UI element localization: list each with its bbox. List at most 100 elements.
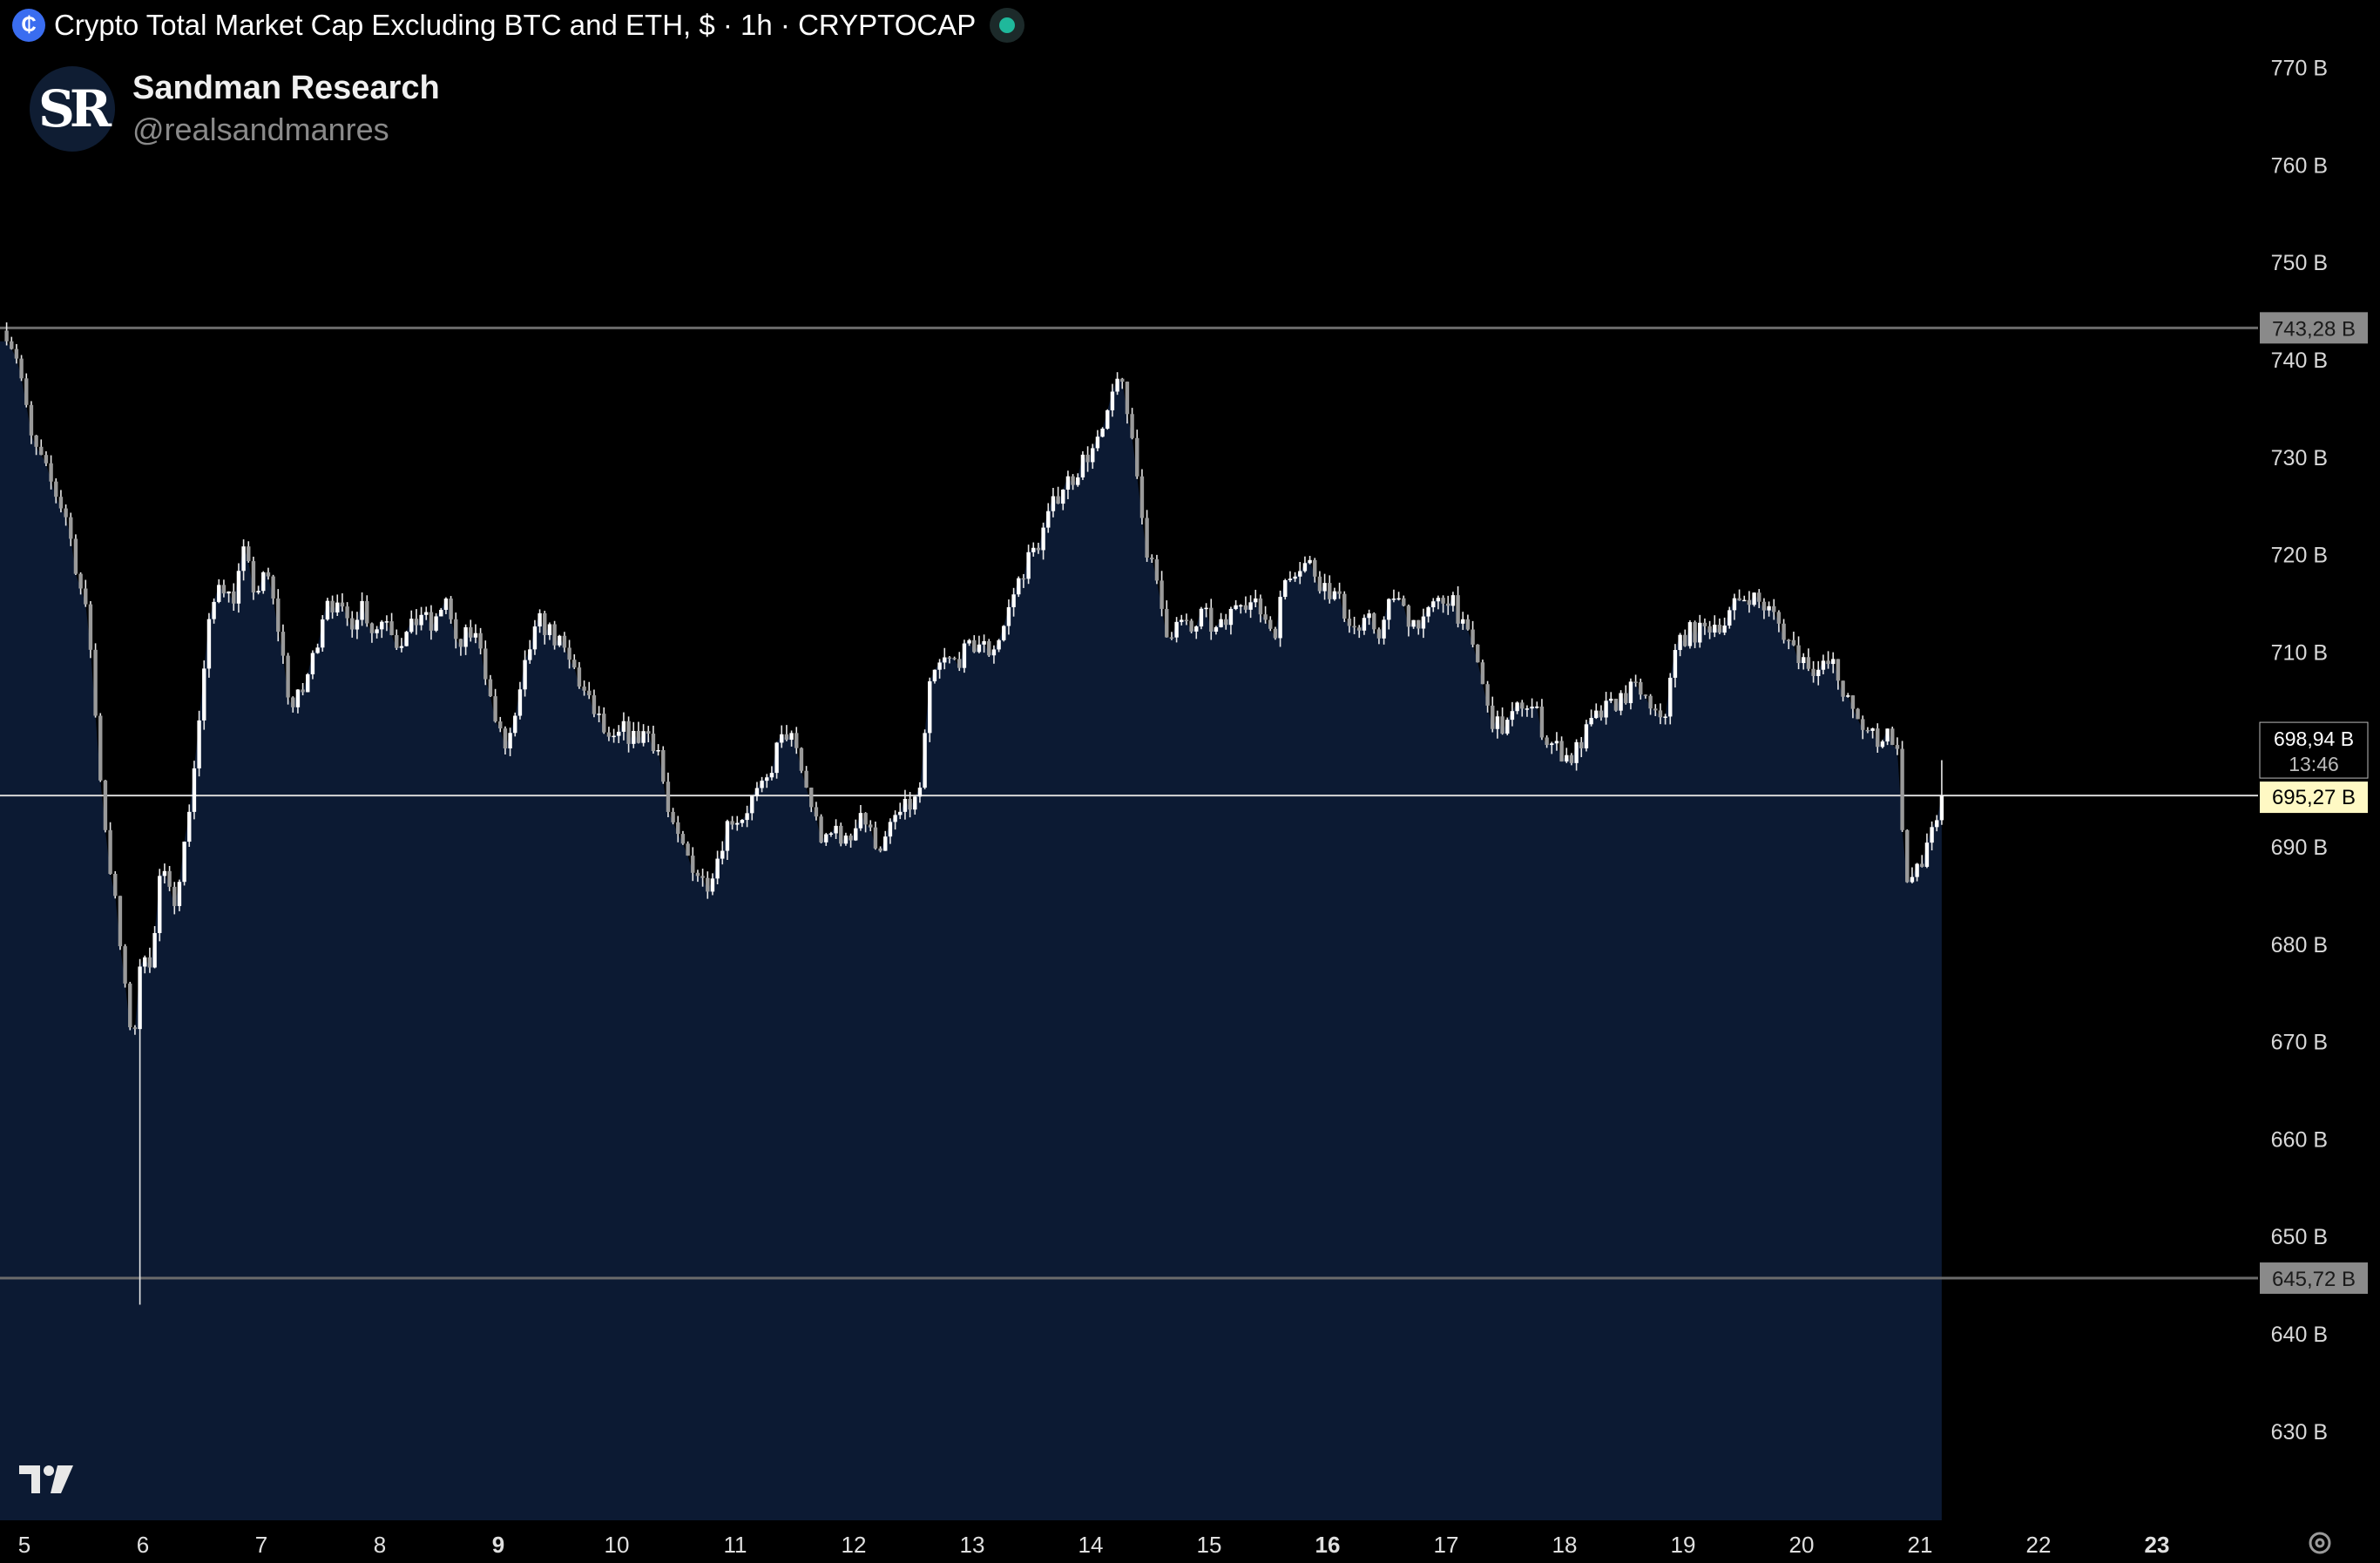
candle-body — [562, 635, 567, 648]
candle-body — [1367, 613, 1371, 619]
candle-body — [261, 572, 266, 592]
candle-body — [1199, 608, 1204, 627]
candle-body — [839, 825, 843, 844]
time-tick-label: 12 — [842, 1532, 867, 1558]
candle-body — [1698, 622, 1702, 643]
time-tick-label: 21 — [1908, 1532, 1933, 1558]
time-tick-label: 16 — [1315, 1532, 1341, 1558]
candle-body — [814, 807, 819, 817]
candle-body — [1036, 547, 1041, 551]
candle-body — [1476, 644, 1480, 663]
candle-body — [523, 660, 527, 690]
candle-body — [1254, 598, 1258, 603]
candle-body — [108, 829, 112, 875]
candle-body — [138, 966, 142, 1030]
candle-body — [340, 602, 345, 607]
candle-body — [1702, 622, 1707, 626]
settings-gear-icon[interactable] — [2305, 1528, 2335, 1558]
candle-body — [1135, 437, 1139, 477]
candle-body — [1011, 594, 1016, 607]
candle-body — [671, 811, 675, 822]
candle-body — [286, 655, 290, 698]
candle-body — [769, 773, 774, 778]
chart-header[interactable]: ₵ Crypto Total Market Cap Excluding BTC … — [12, 7, 1025, 44]
candle-body — [1071, 476, 1075, 485]
candle-body — [1782, 623, 1786, 640]
candle-body — [84, 588, 88, 605]
candle-body — [1924, 842, 1930, 867]
candle-body — [1095, 436, 1100, 449]
candle-body — [1431, 601, 1436, 608]
candle-body — [1687, 622, 1693, 646]
candle-body — [132, 1027, 138, 1030]
candle-body — [399, 646, 404, 648]
candle-body — [1495, 716, 1500, 729]
cryptocap-icon: ₵ — [12, 9, 45, 42]
market-status-icon[interactable] — [990, 8, 1025, 43]
candle-body — [1302, 563, 1308, 572]
candle-body — [1653, 708, 1658, 711]
candle-body — [1861, 719, 1865, 730]
candle-body — [1051, 496, 1056, 511]
candle-body — [656, 749, 660, 752]
price-axis[interactable]: 770 B 760 B 750 B 740 B 730 B 720 B 710 B 690 B… — [2271, 57, 2328, 1445]
time-tick-label: 6 — [137, 1532, 149, 1558]
candle-body — [1915, 863, 1919, 877]
level-price-label: 645,72 B — [2272, 1268, 2356, 1291]
price-tick-label: 750 B — [2271, 251, 2328, 275]
candle-body — [1100, 429, 1105, 437]
candle-body — [849, 836, 853, 841]
time-tick-label: 17 — [1434, 1532, 1459, 1558]
current-price-label: 695,27 B — [2272, 786, 2356, 809]
candle-body — [202, 668, 206, 721]
time-tick-label: 5 — [18, 1532, 30, 1558]
candle-body — [1411, 619, 1416, 627]
candle-body — [350, 618, 355, 630]
candle-body — [1219, 619, 1223, 627]
candle-body — [1895, 745, 1900, 749]
candle-body — [1599, 710, 1604, 718]
candle-body — [271, 576, 275, 599]
candle-body — [1574, 741, 1579, 763]
candle-body — [1298, 571, 1302, 577]
candle-body — [1722, 626, 1727, 633]
time-tick-label: 14 — [1078, 1532, 1104, 1558]
candle-body — [291, 697, 295, 707]
candle-body — [147, 957, 152, 968]
candle-body — [19, 358, 24, 379]
candle-body — [301, 689, 305, 693]
candle-body — [903, 798, 908, 812]
candle-body — [695, 872, 700, 876]
candle-body — [1243, 605, 1248, 610]
level-price-tag — [2260, 312, 2368, 344]
candle-body — [1846, 695, 1850, 697]
candle-body — [908, 798, 912, 810]
candle-body — [735, 822, 740, 825]
candle-body — [809, 787, 814, 808]
candle-body — [395, 634, 399, 648]
tradingview-logo-icon[interactable] — [19, 1464, 75, 1495]
time-tick-label: 20 — [1789, 1532, 1815, 1558]
candle-body — [1436, 598, 1441, 602]
candle-body — [760, 781, 764, 788]
candle-body — [365, 600, 369, 624]
candle-body — [869, 824, 873, 828]
candle-body — [1105, 409, 1110, 430]
candle-body — [1021, 578, 1026, 580]
candle-body — [458, 639, 463, 647]
candle-body — [715, 858, 720, 879]
candle-body — [276, 598, 281, 633]
candle-body — [1352, 626, 1356, 628]
candle-body — [1239, 605, 1243, 607]
candle-body — [1293, 576, 1297, 579]
candle-body — [236, 571, 241, 604]
time-axis[interactable]: 5 6 7 8 9 10 11 12 13 14 15 16 17 18 19 20 21 22 23 — [18, 1532, 2170, 1558]
horizontal-levels — [0, 326, 2258, 1280]
candle-body — [1139, 476, 1145, 518]
candle-body — [1565, 754, 1569, 762]
candle-body — [380, 621, 384, 630]
candle-body — [177, 882, 182, 906]
candle-body — [799, 748, 804, 771]
candle-body — [1461, 619, 1465, 624]
